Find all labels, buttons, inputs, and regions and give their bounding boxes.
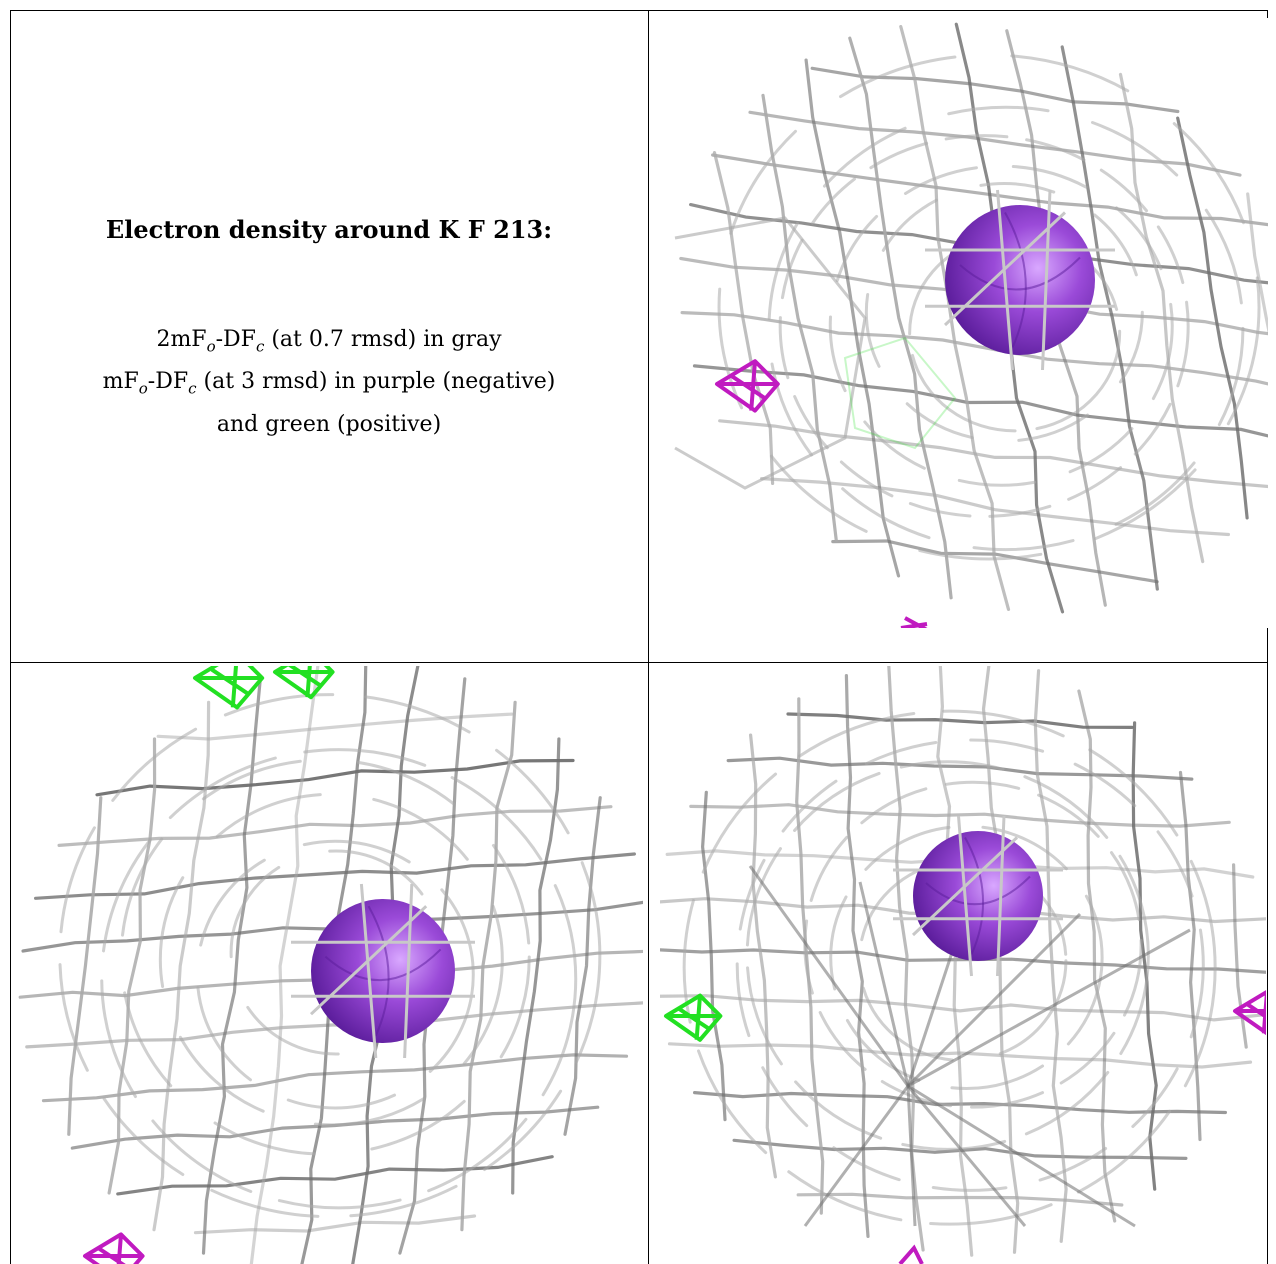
- positive-density: [843, 336, 957, 450]
- negative-density-stub: [898, 1244, 924, 1264]
- potassium-ion: [945, 205, 1095, 355]
- density-mesh-view-1: [674, 22, 1268, 628]
- positive-density: [193, 666, 265, 710]
- mesh-front: [925, 189, 1115, 371]
- negative-density: [1233, 990, 1266, 1036]
- negative-density-stub: [900, 616, 928, 628]
- caption-legend: 2mFo-DFc (at 0.7 rmsd) in gray mFo-DFc (…: [10, 322, 648, 442]
- table-border-left: [10, 10, 11, 1264]
- legend-line-colors: and green (positive): [216, 411, 442, 437]
- mesh-front: [893, 815, 1063, 977]
- mesh-2fofc: [660, 666, 1266, 1257]
- table-border-right: [1267, 10, 1268, 1264]
- legend-line-fofc: mFo-DFc (at 3 rmsd) in purple (negative): [102, 369, 556, 398]
- table-border-top: [10, 10, 1268, 11]
- density-mesh-view-3: [660, 666, 1266, 1264]
- density-view-top-right: [665, 18, 1268, 628]
- caption-cell: Electron density around K F 213: 2mFo-DF…: [10, 10, 648, 662]
- potassium-ion: [311, 899, 455, 1043]
- density-view-bottom-right: [660, 666, 1266, 1264]
- negative-density: [83, 1232, 145, 1264]
- table-divider-horizontal: [10, 662, 1268, 663]
- table-divider-vertical: [648, 10, 649, 1264]
- figure-table: Electron density around K F 213: 2mFo-DF…: [10, 10, 1268, 1264]
- caption-title: Electron density around K F 213:: [105, 215, 553, 244]
- mesh-front: [291, 883, 475, 1059]
- positive-density: [664, 993, 723, 1042]
- potassium-ion: [913, 831, 1043, 961]
- positive-density-2: [273, 666, 335, 700]
- density-view-bottom-left: [15, 666, 643, 1264]
- legend-line-2fofc: 2mFo-DFc (at 0.7 rmsd) in gray: [156, 327, 502, 356]
- density-mesh-view-2: [18, 666, 643, 1264]
- negative-density: [715, 359, 780, 413]
- mesh-2fofc-lobe: [674, 216, 867, 490]
